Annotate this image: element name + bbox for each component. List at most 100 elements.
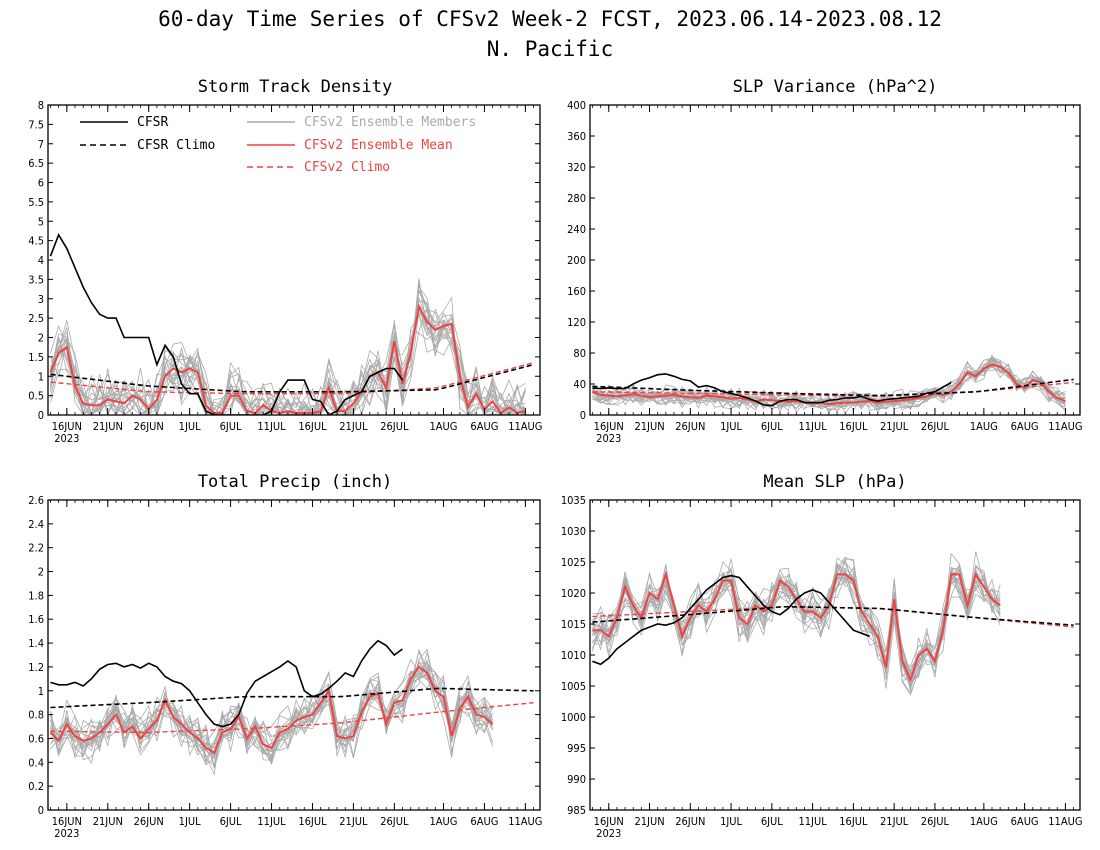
x-tick-label: 21JUN xyxy=(93,815,123,828)
ensemble-member-line xyxy=(50,281,526,415)
ensemble-member-line xyxy=(592,551,1001,669)
x-tick-label: 11JUL xyxy=(798,815,827,828)
ensemble-member-line xyxy=(592,565,1001,691)
ensemble-member-line xyxy=(50,306,526,415)
x-tick-label: 26JUN xyxy=(675,420,705,433)
x-tick-label: 21JUL xyxy=(339,420,368,433)
panel-slp-variance: SLP Variance (hPa^2) 0 40 80 120 160 200 240 280… xyxy=(567,77,1082,445)
legend-label: CFSR xyxy=(137,115,168,130)
x-tick-label: 16JUN xyxy=(594,420,624,433)
x-tick-label: 16JUN xyxy=(52,420,82,433)
legend: CFSR CFSR Climo CFSv2 Ensemble Members CFSv… xyxy=(80,115,476,175)
y-tick-label: 6.5 xyxy=(28,157,44,170)
x-tick-label: 6AUG xyxy=(470,815,498,828)
ensemble-mean-line xyxy=(49,665,494,755)
plot-area xyxy=(592,354,1074,415)
plot-frame xyxy=(47,499,541,811)
x-tick-label: 11AUG xyxy=(1048,815,1082,828)
x-tick-label: 1AUG xyxy=(429,420,457,433)
ensemble-member-line xyxy=(50,296,526,415)
x-tick-label: 1AUG xyxy=(970,420,998,433)
ensemble-member-line xyxy=(50,661,493,768)
cfsr-line xyxy=(592,574,870,666)
x-year-label: 2023 xyxy=(596,432,621,445)
y-tick-label: 1.6 xyxy=(28,613,44,626)
panel-mean-slp: Mean SLP (hPa) 985 990 995 1000 1005 1010 1015 1… xyxy=(561,472,1083,840)
y-tick-label: 0 xyxy=(580,409,586,422)
y-tick-label: 0.2 xyxy=(28,780,44,793)
y-tick-label: 0 xyxy=(38,804,44,817)
y-tick-label: 2 xyxy=(38,566,44,579)
ensemble-member-line xyxy=(50,309,526,415)
x-year-label: 2023 xyxy=(596,827,621,840)
x-tick-label: 11AUG xyxy=(1048,420,1082,433)
y-tick-label: 1.2 xyxy=(28,661,44,674)
panel-title: Storm Track Density xyxy=(198,77,392,97)
x-tick-label: 16JUL xyxy=(839,420,868,433)
y-tick-label: 4.5 xyxy=(28,235,44,248)
x-tick-label: 6JUL xyxy=(761,420,783,433)
x-tick-label: 16JUL xyxy=(298,815,327,828)
ensemble-member-line xyxy=(50,296,526,415)
ensemble-member-line xyxy=(592,558,1001,685)
x-tick-label: 26JUL xyxy=(921,420,950,433)
y-tick-label: 2.4 xyxy=(28,518,44,531)
figure-title: 60-day Time Series of CFSv2 Week-2 FCST,… xyxy=(158,7,942,31)
x-tick-label: 1AUG xyxy=(970,815,998,828)
ensemble-member-line xyxy=(50,673,493,761)
ensemble-member-line xyxy=(50,284,526,415)
cfsr-climo-line xyxy=(50,687,534,709)
y-tick-label: 2 xyxy=(38,332,44,345)
y-tick-label: 3 xyxy=(38,293,44,306)
x-tick-label: 16JUN xyxy=(594,815,624,828)
x-tick-label: 1JUL xyxy=(720,420,742,433)
y-tick-label: 360 xyxy=(567,130,586,143)
x-tick-label: 26JUL xyxy=(921,815,950,828)
y-tick-label: 7 xyxy=(38,138,44,151)
y-tick-label: 7.5 xyxy=(28,118,44,131)
y-tick-label: 160 xyxy=(567,285,586,298)
x-tick-label: 11AUG xyxy=(508,420,542,433)
x-tick-label: 1JUL xyxy=(179,815,201,828)
y-tick-label: 2.6 xyxy=(28,494,44,507)
plot-area xyxy=(49,639,534,776)
x-tick-label: 6JUL xyxy=(220,815,242,828)
x-tick-label: 16JUL xyxy=(839,815,868,828)
panel-total-precip: Total Precip (inch) 0 0.2 0.4 0.6 0.8 1 1.2 1.4 1… xyxy=(28,472,542,840)
y-tick-label: 5.5 xyxy=(28,196,44,209)
x-tick-label: 21JUL xyxy=(880,420,909,433)
plot-frame xyxy=(589,499,1081,811)
y-tick-label: 400 xyxy=(567,99,586,112)
ensemble-mean-line xyxy=(49,303,526,415)
y-tick-label: 200 xyxy=(567,254,586,267)
x-tick-label: 6JUL xyxy=(220,420,242,433)
x-tick-label: 11JUL xyxy=(257,815,286,828)
ensemble-member-line xyxy=(50,648,493,776)
y-tick-label: 1025 xyxy=(561,556,586,569)
y-tick-label: 0.8 xyxy=(28,709,44,722)
cfsv2-climo-line xyxy=(50,362,534,395)
x-tick-label: 6AUG xyxy=(470,420,498,433)
ensemble-member-line xyxy=(592,357,1066,412)
y-tick-label: 1015 xyxy=(561,618,586,631)
x-tick-label: 21JUN xyxy=(634,420,664,433)
figure-subtitle: N. Pacific xyxy=(487,37,613,61)
y-tick-label: 2.2 xyxy=(28,542,44,555)
y-tick-label: 0.5 xyxy=(28,390,44,403)
ensemble-member-line xyxy=(592,556,1001,676)
x-tick-label: 21JUN xyxy=(634,815,664,828)
y-tick-label: 1020 xyxy=(561,587,586,600)
x-tick-label: 16JUN xyxy=(52,815,82,828)
panel-title: SLP Variance (hPa^2) xyxy=(733,77,938,97)
y-tick-label: 0.4 xyxy=(28,756,44,769)
y-tick-label: 240 xyxy=(567,223,586,236)
y-tick-label: 3.5 xyxy=(28,273,44,286)
ensemble-member-line xyxy=(50,307,526,415)
ensemble-member-line xyxy=(50,303,526,415)
cfsr-climo-line xyxy=(50,363,534,393)
x-tick-label: 1AUG xyxy=(429,815,457,828)
plot-area xyxy=(592,551,1074,696)
x-year-label: 2023 xyxy=(54,432,79,445)
ensemble-member-line xyxy=(50,664,493,761)
